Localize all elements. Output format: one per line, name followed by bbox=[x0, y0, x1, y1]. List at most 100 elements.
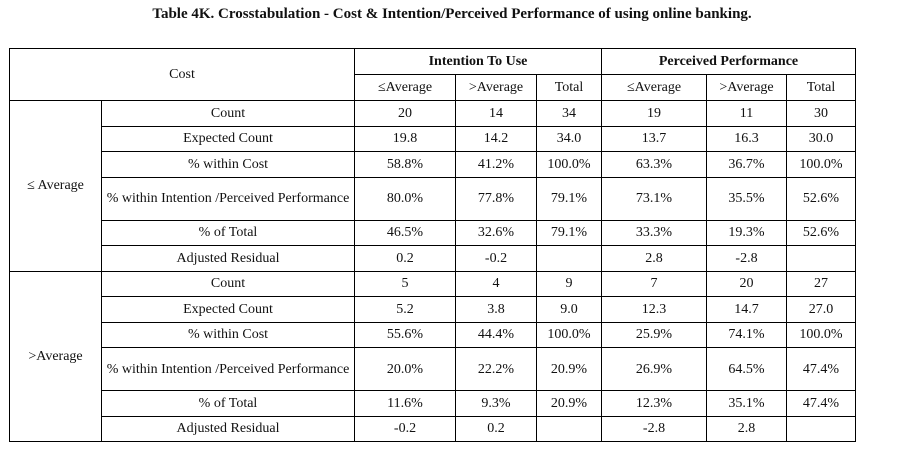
row-label: % within Intention /Perceived Performanc… bbox=[101, 347, 355, 391]
table-cell: -2.8 bbox=[601, 415, 707, 442]
row-label: Expected Count bbox=[101, 296, 355, 323]
table-cell: -0.2 bbox=[455, 245, 537, 272]
table-cell bbox=[786, 415, 856, 442]
table-cell: 79.1% bbox=[536, 176, 602, 221]
header-row-columns: ≤Average >Average Total ≤Average >Averag… bbox=[10, 74, 856, 101]
table-cell: 32.6% bbox=[455, 219, 537, 246]
row-label: Adjusted Residual bbox=[101, 245, 355, 272]
table-cell: 64.5% bbox=[706, 347, 787, 391]
table-row: % within Intention /Perceived Performanc… bbox=[10, 176, 856, 221]
table-cell: 34 bbox=[536, 100, 602, 127]
table-cell: 20 bbox=[706, 270, 787, 297]
row-label: % within Cost bbox=[101, 321, 355, 348]
table-cell: 9.3% bbox=[455, 390, 537, 417]
table-cell: 52.6% bbox=[786, 219, 856, 246]
row-label: Count bbox=[101, 100, 355, 127]
table-cell: 100.0% bbox=[786, 151, 856, 178]
table-cell: 100.0% bbox=[536, 321, 602, 348]
table-row: % within Cost 58.8% 41.2% 100.0% 63.3% 36.7% 1… bbox=[10, 151, 856, 178]
col-header: >Average bbox=[706, 74, 787, 101]
table-cell: 35.1% bbox=[706, 390, 787, 417]
table-cell: 7 bbox=[601, 270, 707, 297]
table-cell: 80.0% bbox=[354, 176, 456, 221]
table-row: % within Cost 55.6% 44.4% 100.0% 25.9% 74.1% 1… bbox=[10, 321, 856, 348]
table-cell: 14.2 bbox=[455, 125, 537, 152]
table-cell: 74.1% bbox=[706, 321, 787, 348]
row-label: Adjusted Residual bbox=[101, 415, 355, 442]
table-row: >Average Count 5 4 9 7 20 27 bbox=[9, 270, 856, 442]
table-cell: 58.8% bbox=[354, 151, 456, 178]
table-cell: 19 bbox=[601, 100, 707, 127]
table-cell: 73.1% bbox=[601, 176, 707, 221]
table-row: % of Total 46.5% 32.6% 79.1% 33.3% 19.3% 52.6% bbox=[10, 219, 856, 246]
col-header: ≤Average bbox=[354, 74, 456, 101]
table-cell: 0.2 bbox=[354, 245, 456, 272]
table-cell: 13.7 bbox=[601, 125, 707, 152]
table-cell: 9.0 bbox=[536, 296, 602, 323]
table-cell: 0.2 bbox=[455, 415, 537, 442]
table-cell: 41.2% bbox=[455, 151, 537, 178]
table-row: Adjusted Residual 0.2 -0.2 2.8 -2.8 bbox=[10, 245, 856, 272]
table-cell: 3.8 bbox=[455, 296, 537, 323]
col-header: Total bbox=[536, 74, 602, 101]
header-intention-group: Intention To Use bbox=[354, 48, 602, 75]
table-cell: 26.9% bbox=[601, 347, 707, 391]
table-cell: -0.2 bbox=[354, 415, 456, 442]
table-cell: 100.0% bbox=[536, 151, 602, 178]
header-row-groups: Cost Intention To Use Perceived Performa… bbox=[9, 48, 856, 101]
table-cell: 12.3% bbox=[601, 390, 707, 417]
table-title: Table 4K. Crosstabulation - Cost & Inten… bbox=[152, 6, 752, 22]
row-label: % of Total bbox=[101, 219, 355, 246]
table-cell: 47.4% bbox=[786, 390, 856, 417]
table-cell: 11 bbox=[706, 100, 787, 127]
col-header: Total bbox=[786, 74, 856, 101]
col-header: >Average bbox=[455, 74, 537, 101]
table-cell: 63.3% bbox=[601, 151, 707, 178]
row-label: % within Cost bbox=[101, 151, 355, 178]
table-cell: 30 bbox=[786, 100, 856, 127]
table-cell: 11.6% bbox=[354, 390, 456, 417]
table-cell: 47.4% bbox=[786, 347, 856, 391]
table-cell: 35.5% bbox=[706, 176, 787, 221]
table-cell: 100.0% bbox=[786, 321, 856, 348]
table-cell: -2.8 bbox=[706, 245, 787, 272]
table-cell: 20.9% bbox=[536, 390, 602, 417]
table-cell: 55.6% bbox=[354, 321, 456, 348]
row-label: Count bbox=[101, 270, 355, 297]
header-cost: Cost bbox=[9, 48, 355, 101]
cost-group-label: ≤ Average bbox=[9, 100, 102, 272]
table-cell: 25.9% bbox=[601, 321, 707, 348]
table-cell: 14.7 bbox=[706, 296, 787, 323]
table-cell: 36.7% bbox=[706, 151, 787, 178]
table-cell: 46.5% bbox=[354, 219, 456, 246]
table-cell: 2.8 bbox=[706, 415, 787, 442]
table-cell: 52.6% bbox=[786, 176, 856, 221]
table-cell: 34.0 bbox=[536, 125, 602, 152]
row-label: Expected Count bbox=[101, 125, 355, 152]
table-cell: 30.0 bbox=[786, 125, 856, 152]
row-label: % within Intention /Perceived Performanc… bbox=[101, 176, 355, 221]
table-cell: 44.4% bbox=[455, 321, 537, 348]
table-cell bbox=[786, 245, 856, 272]
table-cell: 20 bbox=[354, 100, 456, 127]
table-cell: 79.1% bbox=[536, 219, 602, 246]
table-cell: 9 bbox=[536, 270, 602, 297]
table-cell: 19.3% bbox=[706, 219, 787, 246]
header-performance-group: Perceived Performance bbox=[601, 48, 856, 75]
table-row: % of Total 11.6% 9.3% 20.9% 12.3% 35.1% 47.4% bbox=[10, 390, 856, 417]
table-row: % within Intention /Perceived Performanc… bbox=[10, 347, 856, 391]
table-row: Expected Count 5.2 3.8 9.0 12.3 14.7 27.0 bbox=[10, 296, 856, 323]
crosstab-table: Cost Intention To Use Perceived Performa… bbox=[9, 48, 856, 442]
table-cell: 20.9% bbox=[536, 347, 602, 391]
col-header: ≤Average bbox=[601, 74, 707, 101]
table-cell: 22.2% bbox=[455, 347, 537, 391]
table-cell: 14 bbox=[455, 100, 537, 127]
table-cell: 27.0 bbox=[786, 296, 856, 323]
table-cell: 16.3 bbox=[706, 125, 787, 152]
table-row: ≤ Average Count 20 14 34 19 11 30 bbox=[9, 100, 856, 272]
table-cell: 20.0% bbox=[354, 347, 456, 391]
cost-group-label: >Average bbox=[9, 270, 102, 442]
table-cell: 5.2 bbox=[354, 296, 456, 323]
table-row: Adjusted Residual -0.2 0.2 -2.8 2.8 bbox=[10, 415, 856, 442]
table-cell: 5 bbox=[354, 270, 456, 297]
